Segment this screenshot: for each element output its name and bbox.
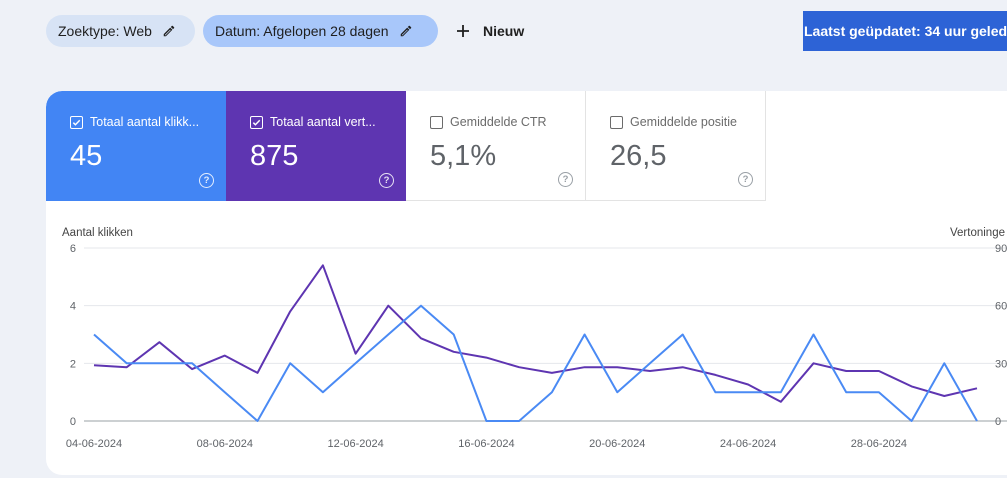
y-axis-title-right: Vertoninge xyxy=(950,227,1005,239)
search-type-filter-label: Zoektype: Web xyxy=(58,23,152,39)
metric-label: Totaal aantal klikk... xyxy=(90,115,200,129)
x-tick-label: 12-06-2024 xyxy=(327,438,383,450)
help-circle-icon[interactable]: ? xyxy=(738,172,753,187)
y-tick-label-right: 0 xyxy=(995,416,1001,428)
y-tick-label-right: 90 xyxy=(995,243,1007,255)
pencil-icon[interactable] xyxy=(162,24,176,38)
impressions-series-line xyxy=(93,264,978,403)
y-tick-label-right: 60 xyxy=(995,301,1007,313)
metric-value: 875 xyxy=(250,140,299,172)
checkbox-icon[interactable] xyxy=(430,115,443,129)
metric-label: Totaal aantal vert... xyxy=(270,115,376,129)
metric-value: 45 xyxy=(70,140,103,172)
y-tick-label-left: 0 xyxy=(70,416,76,428)
checkbox-icon[interactable] xyxy=(250,115,263,129)
help-circle-icon[interactable]: ? xyxy=(379,173,394,188)
checkbox-icon[interactable] xyxy=(610,115,623,129)
metric-value: 26,5 xyxy=(610,140,667,172)
x-tick-label: 28-06-2024 xyxy=(851,438,907,450)
y-tick-label-left: 2 xyxy=(70,358,76,370)
metric-total-clicks[interactable]: Totaal aantal klikk... 45 ? xyxy=(46,91,226,201)
new-filter-button[interactable]: Nieuw xyxy=(455,19,524,43)
help-circle-icon[interactable]: ? xyxy=(558,172,573,187)
x-tick-label: 04-06-2024 xyxy=(66,438,122,450)
date-filter-chip[interactable]: Datum: Afgelopen 28 dagen xyxy=(203,15,438,47)
metric-total-impressions[interactable]: Totaal aantal vert... 875 ? xyxy=(226,91,406,201)
last-updated-text: Laatst geüpdatet: 34 uur geleden xyxy=(804,23,1007,39)
y-tick-label-left: 6 xyxy=(70,243,76,255)
x-tick-label: 20-06-2024 xyxy=(589,438,645,450)
clicks-series-line xyxy=(93,304,978,422)
metric-value: 5,1% xyxy=(430,140,497,172)
x-tick-label: 08-06-2024 xyxy=(197,438,253,450)
help-circle-icon[interactable]: ? xyxy=(199,173,214,188)
search-type-filter-chip[interactable]: Zoektype: Web xyxy=(46,15,195,47)
y-axis-title-left: Aantal klikken xyxy=(62,227,133,239)
last-updated-banner: Laatst geüpdatet: 34 uur geleden xyxy=(803,11,1007,51)
y-tick-label-left: 4 xyxy=(70,301,76,313)
plus-icon xyxy=(455,23,471,39)
date-filter-label: Datum: Afgelopen 28 dagen xyxy=(215,23,389,39)
checkbox-icon[interactable] xyxy=(70,115,83,129)
performance-card: Totaal aantal klikk... 45 ? Totaal aanta… xyxy=(46,91,1007,475)
x-tick-label: 24-06-2024 xyxy=(720,438,776,450)
y-tick-label-right: 30 xyxy=(995,358,1007,370)
x-tick-label: 16-06-2024 xyxy=(458,438,514,450)
metric-average-position[interactable]: Gemiddelde positie 26,5 ? xyxy=(586,91,766,201)
metric-average-ctr[interactable]: Gemiddelde CTR 5,1% ? xyxy=(406,91,586,201)
new-filter-label: Nieuw xyxy=(483,23,525,39)
pencil-icon[interactable] xyxy=(399,24,413,38)
metric-label: Gemiddelde positie xyxy=(630,115,738,129)
metric-label: Gemiddelde CTR xyxy=(450,115,547,129)
